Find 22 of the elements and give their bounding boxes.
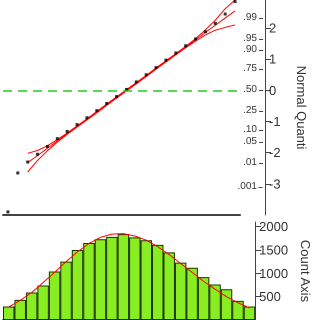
y-axis-title: Count Axis bbox=[298, 240, 313, 303]
y-tick-label: 1500 bbox=[259, 242, 288, 258]
text: .99 bbox=[243, 12, 263, 23]
y-tick-label: -2 bbox=[269, 145, 281, 160]
text: .25 bbox=[243, 105, 263, 116]
text: .10 bbox=[243, 124, 263, 136]
y-axis-title: Normal Quanti bbox=[294, 66, 309, 150]
text: .01 bbox=[243, 156, 263, 168]
y-tick-label: 0 bbox=[269, 82, 276, 98]
text: .50 bbox=[243, 84, 263, 96]
y-tick-label: 2 bbox=[269, 20, 276, 36]
y-tick-label: 2000 bbox=[259, 219, 288, 234]
y-tick-label: 1 bbox=[269, 52, 276, 67]
text: .75 bbox=[243, 63, 263, 74]
y-tick-label: -1 bbox=[269, 114, 281, 130]
text: .05 bbox=[243, 136, 263, 147]
annotation: .001 bbox=[238, 180, 263, 192]
y-tick-label: 500 bbox=[259, 289, 281, 304]
text: .95 bbox=[243, 33, 263, 44]
y-tick-label: 1000 bbox=[259, 266, 288, 281]
y-tick-label: -3 bbox=[269, 176, 281, 192]
text: .90 bbox=[243, 44, 263, 56]
